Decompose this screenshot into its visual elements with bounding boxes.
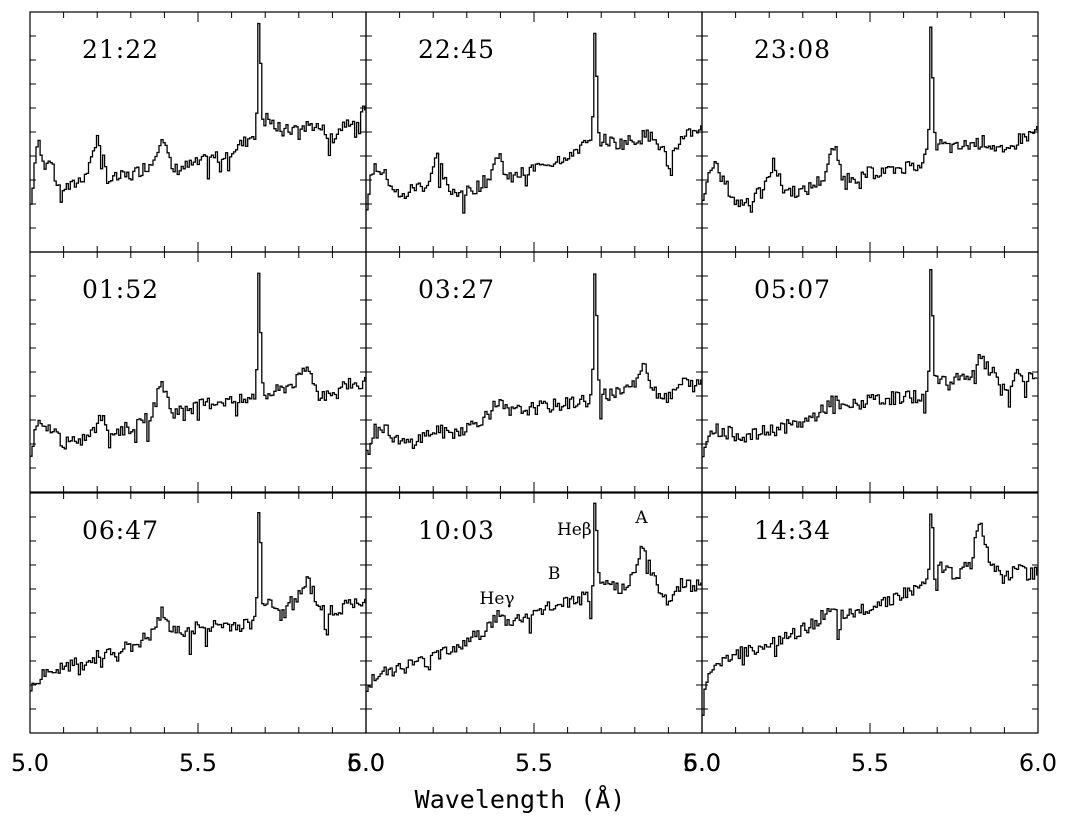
panel-4: 01:52 xyxy=(29,251,367,493)
spectrum-line xyxy=(702,26,1038,213)
panels-layer: 21:22 22:45 23:08 01:52 03:27 05:07 06:47 10:03… xyxy=(29,11,1039,734)
x-tick-label: 6.0 xyxy=(1019,749,1057,777)
panel-2: 22:45 xyxy=(365,11,703,253)
x-tick-label: 5.5 xyxy=(179,749,217,777)
panel-time-label: 05:07 xyxy=(754,275,831,304)
x-tick-label: 6.0 xyxy=(347,749,385,777)
x-tick-labels: 5.0 5.5 6.05.0 5.5 6.05.0 5.5 6.0 xyxy=(11,749,1057,777)
panel-3: 23:08 xyxy=(701,11,1039,253)
line-annotation: B xyxy=(548,564,561,584)
x-tick-label: 5.0 xyxy=(683,749,721,777)
panel-time-label: 14:34 xyxy=(754,516,831,545)
panel-frame xyxy=(29,11,367,253)
line-annotation: Heγ xyxy=(480,589,515,609)
spectrum-line xyxy=(30,22,366,205)
spectrum-line xyxy=(30,511,366,692)
line-annotations: Heγ Heβ B A xyxy=(480,508,649,609)
x-tick-label: 5.5 xyxy=(515,749,553,777)
x-tick-label: 6.0 xyxy=(683,749,721,777)
panel-frame xyxy=(29,251,367,493)
spectrum-line xyxy=(366,502,702,693)
panel-time-label: 03:27 xyxy=(418,275,495,304)
line-annotation: Heβ xyxy=(557,520,592,540)
panel-time-label: 06:47 xyxy=(82,516,159,545)
panel-9: 14:34 xyxy=(701,492,1039,734)
panel-frame xyxy=(701,492,1039,734)
panel-frame xyxy=(365,492,703,734)
spectrum-line xyxy=(30,272,366,457)
spectrum-line xyxy=(702,268,1038,458)
panel-time-label: 01:52 xyxy=(82,275,159,304)
panel-time-label: 21:22 xyxy=(82,35,159,64)
panel-frame xyxy=(29,492,367,734)
panel-1: 21:22 xyxy=(29,11,367,253)
panel-time-label: 10:03 xyxy=(418,516,495,545)
x-tick-label: 5.0 xyxy=(347,749,385,777)
panel-8: 10:03 xyxy=(365,492,703,734)
x-axis-title: Wavelength (Å) xyxy=(415,785,626,814)
panel-5: 03:27 xyxy=(365,251,703,493)
panel-time-label: 22:45 xyxy=(418,35,495,64)
panel-6: 05:07 xyxy=(701,251,1039,493)
line-annotation: A xyxy=(634,508,648,528)
panel-time-label: 23:08 xyxy=(754,35,831,64)
x-tick-label: 5.0 xyxy=(11,749,49,777)
spectrum-line xyxy=(366,273,702,455)
spectrum-line xyxy=(366,32,702,214)
panel-frame xyxy=(701,11,1039,253)
panel-frame xyxy=(365,251,703,493)
spectrum-line xyxy=(702,513,1038,716)
panel-7: 06:47 xyxy=(29,492,367,734)
panel-frame xyxy=(701,251,1039,493)
x-tick-label: 5.5 xyxy=(851,749,889,777)
